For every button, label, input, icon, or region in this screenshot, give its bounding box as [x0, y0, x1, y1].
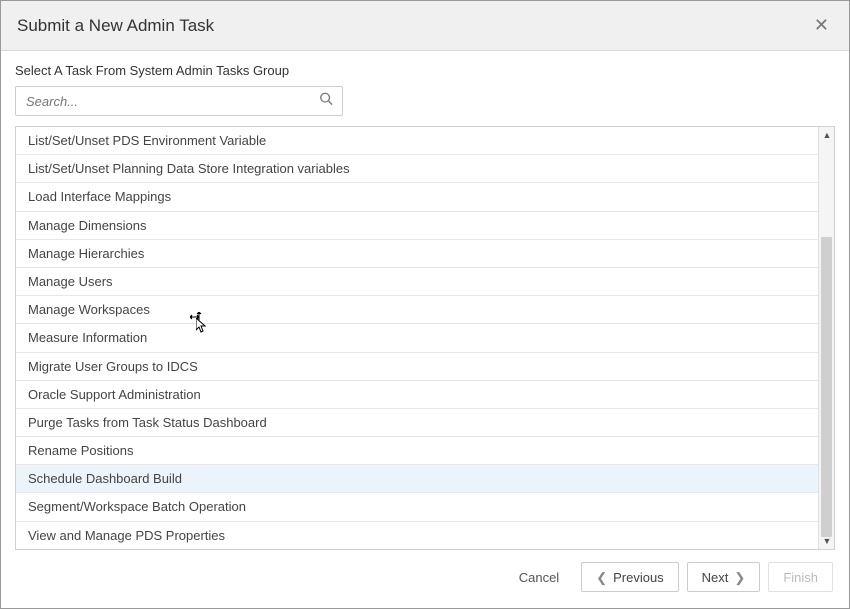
- task-list-container: List/Set/Unset PDS Environment VariableL…: [15, 126, 835, 550]
- dialog-subtitle: Select A Task From System Admin Tasks Gr…: [15, 63, 835, 78]
- task-item[interactable]: Oracle Support Administration: [16, 381, 818, 409]
- task-item[interactable]: Measure Information: [16, 324, 818, 352]
- task-item[interactable]: Manage Dimensions: [16, 212, 818, 240]
- close-button[interactable]: ✕: [810, 15, 833, 36]
- task-item[interactable]: List/Set/Unset Planning Data Store Integ…: [16, 155, 818, 183]
- scroll-down-arrow[interactable]: ▼: [819, 533, 835, 549]
- task-item[interactable]: Segment/Workspace Batch Operation: [16, 493, 818, 521]
- dialog-content: Select A Task From System Admin Tasks Gr…: [1, 51, 849, 550]
- chevron-right-icon: ❯: [734, 571, 745, 584]
- search-input[interactable]: [15, 86, 343, 116]
- scrollbar[interactable]: ▲ ▼: [818, 127, 834, 549]
- task-item[interactable]: Manage Hierarchies: [16, 240, 818, 268]
- previous-label: Previous: [613, 570, 664, 585]
- task-item[interactable]: Manage Workspaces: [16, 296, 818, 324]
- previous-button[interactable]: ❮ Previous: [581, 562, 678, 592]
- dialog-header: Submit a New Admin Task ✕: [1, 1, 849, 51]
- task-item[interactable]: Manage Users: [16, 268, 818, 296]
- task-item[interactable]: Migrate User Groups to IDCS: [16, 353, 818, 381]
- cancel-label: Cancel: [519, 570, 559, 585]
- task-item[interactable]: List/Set/Unset PDS Environment Variable: [16, 127, 818, 155]
- dialog-title: Submit a New Admin Task: [17, 16, 214, 36]
- chevron-left-icon: ❮: [596, 571, 607, 584]
- close-icon: ✕: [814, 15, 829, 35]
- task-list[interactable]: List/Set/Unset PDS Environment VariableL…: [16, 127, 818, 549]
- search-container: [15, 86, 343, 116]
- task-item[interactable]: Purge Tasks from Task Status Dashboard: [16, 409, 818, 437]
- task-item[interactable]: Load Interface Mappings: [16, 183, 818, 211]
- dialog-footer: Cancel ❮ Previous Next ❯ Finish: [1, 550, 849, 604]
- scrollbar-thumb[interactable]: [821, 237, 832, 537]
- task-item[interactable]: View and Manage PDS Properties: [16, 522, 818, 549]
- cancel-button[interactable]: Cancel: [505, 562, 573, 592]
- next-label: Next: [702, 570, 729, 585]
- finish-label: Finish: [783, 570, 818, 585]
- next-button[interactable]: Next ❯: [687, 562, 761, 592]
- scroll-up-arrow[interactable]: ▲: [819, 127, 835, 143]
- task-item[interactable]: Rename Positions: [16, 437, 818, 465]
- task-item[interactable]: Schedule Dashboard Build: [16, 465, 818, 493]
- finish-button: Finish: [768, 562, 833, 592]
